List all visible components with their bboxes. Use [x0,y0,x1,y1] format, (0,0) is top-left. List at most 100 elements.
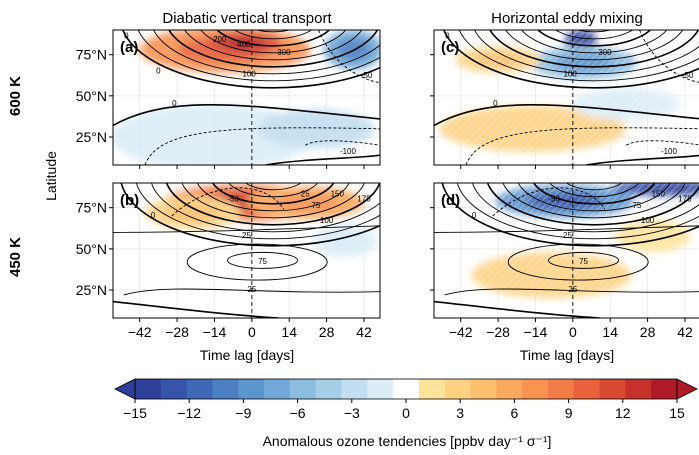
column-title-right: Horizontal eddy mixing [491,10,643,27]
contour-label: -50 [227,195,239,204]
colorbar-tick-label: −12 [177,405,201,421]
x-tick-label: 14 [602,324,618,340]
x-tick-label: 42 [677,324,693,340]
colorbar-tick-label: 3 [456,405,464,421]
contour-label: 300 [598,48,612,57]
panel-label: (a) [120,39,138,56]
colorbar-segment [264,379,291,399]
x-axis-label-right: Time lag [days] [520,347,614,363]
x-tick-label: −42 [449,324,473,340]
panel-label: (c) [441,39,459,56]
colorbar-segment [547,379,575,399]
panel-label: (d) [441,192,460,209]
colorbar-tick-label: −9 [235,405,251,421]
colorbar-segment [367,379,394,399]
x-axis-label-left: Time lag [days] [200,347,294,363]
x-tick-label: 0 [569,324,577,340]
colorbar-segment [444,379,472,399]
contour-label: 25 [301,190,310,199]
colorbar-segment [212,379,239,399]
panel-label: (b) [120,192,139,209]
contour-label: 100 [320,216,334,225]
panel-frame [433,182,699,319]
panel-frame [112,29,381,166]
colorbar-segment [470,379,497,399]
contour-label: 100 [242,70,256,79]
contour-lines [113,183,380,318]
contour-label: 0 [445,32,450,41]
contour-label: 300 [277,48,291,57]
y-tick-label: 75°N [76,200,107,216]
colorbar-tick-label: −15 [123,405,147,421]
panel-frame [112,182,381,319]
contour-label: -100 [661,147,678,156]
colorbar-tick-label: 6 [511,405,519,421]
contour-label: 25 [563,231,572,240]
x-tick-label: 0 [248,324,256,340]
colorbar-segment [341,379,368,399]
colorbar-extend-min [114,378,136,400]
y-tick-label: 50°N [76,241,107,257]
colorbar-segment [522,379,549,399]
row-label-bottom: 450 K [7,237,24,277]
contour-label: 0 [156,66,161,75]
contour-label: 100 [563,70,577,79]
colorbar: −15 −12 −9 −6 −3 0 3 6 9 12 15 [114,378,698,421]
column-title-left: Diabatic vertical transport [162,10,332,27]
x-tick-label: 28 [319,324,335,340]
contour-label: -50 [682,71,694,80]
contour-label: 175 [678,195,692,204]
x-tick-label: −14 [203,324,227,340]
colorbar-tick-label: 0 [402,405,410,421]
panel-c: 0 300 100 0 -50 -100 (c) [430,29,699,169]
colorbar-segment [315,379,342,399]
contour-label: 0 [472,211,477,220]
colorbar-tick-label: −3 [344,405,360,421]
panel-a: 0 200 400 300 100 0 0 -50 -100 (a) 25°N 50°N 75°N [76,29,381,169]
contour-label: 150 [331,190,345,199]
x-tick-label: −42 [128,324,152,340]
contour-label: 75 [632,201,641,210]
colorbar-segment [599,379,626,399]
x-tick-label: −14 [524,324,548,340]
contour-label: 200 [213,35,227,44]
tendency-blob [113,104,314,165]
tendency-blob-core [166,203,220,222]
y-tick-label: 25°N [76,282,107,298]
colorbar-segment [186,379,213,399]
contour-lines [113,30,380,165]
contour-label: 400 [237,40,251,49]
colorbar-segment [496,379,523,399]
panel-frame [433,29,699,166]
colorbar-tick-label: 15 [669,405,685,421]
x-tick-label: −28 [165,324,189,340]
colorbar-tick-label: 12 [615,405,631,421]
hatching [434,183,699,318]
contour-label: 150 [652,190,666,199]
contour-label: -50 [361,71,373,80]
y-tick-label: 75°N [76,47,107,63]
contour-label: 75 [311,201,320,210]
panel-b: -5002575150175100257525(b)25°N50°N75°N−4… [76,182,381,340]
contour-lines [434,30,699,165]
row-label-top: 600 K [7,76,24,116]
contour-label: 0 [124,32,129,41]
contour-label: 100 [641,216,655,225]
contour-label: -50 [548,195,560,204]
colorbar-segment [651,379,678,399]
x-tick-label: 14 [281,324,297,340]
colorbar-extend-max [676,378,698,400]
hatching [434,30,699,165]
colorbar-tick-label: −6 [290,405,306,421]
contour-label: 175 [357,195,371,204]
colorbar-segment [160,379,188,399]
x-tick-label: 42 [356,324,372,340]
colorbar-segment [238,379,265,399]
contour-label: 0 [493,99,498,108]
tendency-blob-core [272,193,338,212]
y-tick-label: 50°N [76,88,107,104]
contour-label: 0 [151,211,156,220]
colorbar-segment [289,379,317,399]
contour-label: 75 [258,257,267,266]
